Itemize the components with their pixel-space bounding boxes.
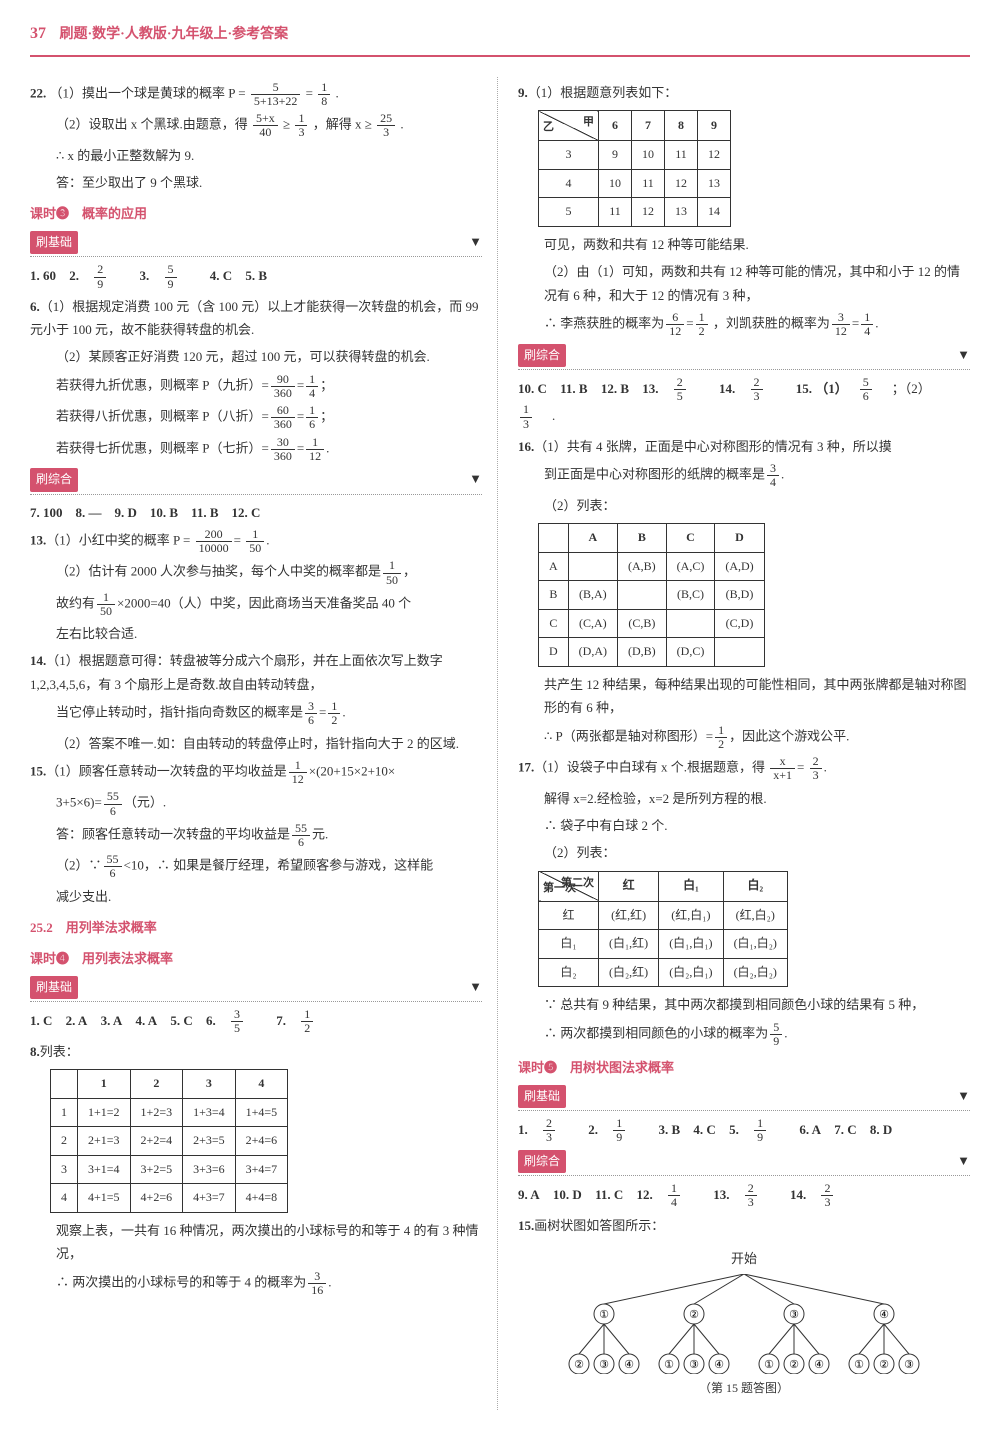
lesson5-title: 课时❺ 用树状图法求概率 [518, 1056, 970, 1079]
q17: 17.（1）设袋子中白球有 x 个.根据题意，得 xx+1= 23. [518, 755, 970, 782]
divider [30, 256, 482, 257]
right-column: 9.（1）根据题意列表如下： 甲乙67893910111241011121351… [518, 77, 970, 1410]
lesson4-title: 课时❹ 用列表法求概率 [30, 947, 482, 970]
q9: 9.（1）根据题意列表如下： [518, 81, 970, 104]
page-title: 刷题·数学·人教版·九年级上·参考答案 [60, 27, 289, 42]
q16-table: ABCDA(A,B)(A,C)(A,D)B(B,A)(B,C)(B,D)C(C,… [538, 523, 765, 667]
svg-text:④: ④ [624, 1359, 634, 1371]
answer-row-6: 9. A 10. D 11. C 12. 14 13. 23 14. 23 [518, 1182, 970, 1209]
svg-text:②: ② [689, 1309, 699, 1321]
page-number: 37 [30, 25, 46, 42]
svg-text:①: ① [599, 1309, 609, 1321]
sub-basics: 刷基础 [30, 231, 78, 255]
tree-diagram: 开始 ①②③④②①③④③①②④④①②③ （第 15 题答图） [518, 1247, 970, 1400]
q22: 22. （1）摸出一个球是黄球的概率 P = 55+13+22 = 18 . [30, 81, 482, 108]
answer-row-4: 10. C 11. B 12. B 13. 25 14. 23 15. （1）5… [518, 376, 970, 431]
section-252: 25.2 用列举法求概率 [30, 916, 482, 939]
svg-text:②: ② [879, 1359, 889, 1371]
svg-text:②: ② [574, 1359, 584, 1371]
answer-row-1: 1. 60 2. 29 3. 59 4. C 5. B [30, 263, 482, 290]
svg-text:①: ① [854, 1359, 864, 1371]
q17-table: 第二次第一次红白₁白₂红(红,红)(红,白₁)(红,白₂)白₁(白₁,红)(白₁… [538, 871, 788, 988]
q15-right: 15.画树状图如答图所示： [518, 1214, 970, 1237]
fraction: 55+13+22 [251, 81, 301, 108]
svg-text:③: ③ [689, 1359, 699, 1371]
svg-text:③: ③ [599, 1359, 609, 1371]
svg-text:④: ④ [714, 1359, 724, 1371]
q15: 15.（1）顾客任意转动一次转盘的平均收益是112×(20+15×2+10× [30, 759, 482, 786]
sub-comprehensive: 刷综合 [30, 468, 78, 492]
q16: 16.（1）共有 4 张牌，正面是中心对称图形的情况有 3 种，所以摸 [518, 435, 970, 458]
answer-row-3: 1. C 2. A 3. A 4. A 5. C 6. 35 7. 12 [30, 1008, 482, 1035]
q6: 6.（1）根据规定消费 100 元（含 100 元）以上才能获得一次转盘的机会，… [30, 295, 482, 342]
q9-table: 甲乙678939101112410111213511121314 [538, 110, 731, 227]
svg-text:④: ④ [814, 1359, 824, 1371]
lesson3-title: 课时❸ 概率的应用 [30, 202, 482, 225]
tree-svg: ① ② ③ ④ ② ① ③ ④ ③ ① ② ④ ④ ① ② ③ [544, 1274, 944, 1374]
triangle-icon: ▼ [469, 230, 482, 253]
svg-text:④: ④ [879, 1309, 889, 1321]
page-header: 37 刷题·数学·人教版·九年级上·参考答案 [30, 20, 970, 57]
q13: 13.（1）小红中奖的概率 P = 20010000= 150. [30, 528, 482, 555]
svg-text:③: ③ [904, 1359, 914, 1371]
left-column: 22. （1）摸出一个球是黄球的概率 P = 55+13+22 = 18 . （… [30, 77, 498, 1410]
two-column-layout: 22. （1）摸出一个球是黄球的概率 P = 55+13+22 = 18 . （… [30, 77, 970, 1410]
q14: 14.（1）根据题意可得：转盘被等分成六个扇形，并在上面依次写上数字 1,2,3… [30, 649, 482, 696]
svg-text:②: ② [789, 1359, 799, 1371]
answer-row-5: 1. 23 2. 19 3. B 4. C 5. 19 6. A 7. C 8.… [518, 1117, 970, 1144]
q8-table: 123411+1=21+2=31+3=41+4=522+1=32+2=42+3=… [50, 1069, 288, 1213]
svg-text:③: ③ [789, 1309, 799, 1321]
tree-caption: （第 15 题答图） [518, 1378, 970, 1400]
q8: 8.列表： [30, 1040, 482, 1063]
svg-text:①: ① [764, 1359, 774, 1371]
answer-row-2: 7. 100 8. — 9. D 10. B 11. B 12. C [30, 501, 482, 524]
svg-text:①: ① [664, 1359, 674, 1371]
